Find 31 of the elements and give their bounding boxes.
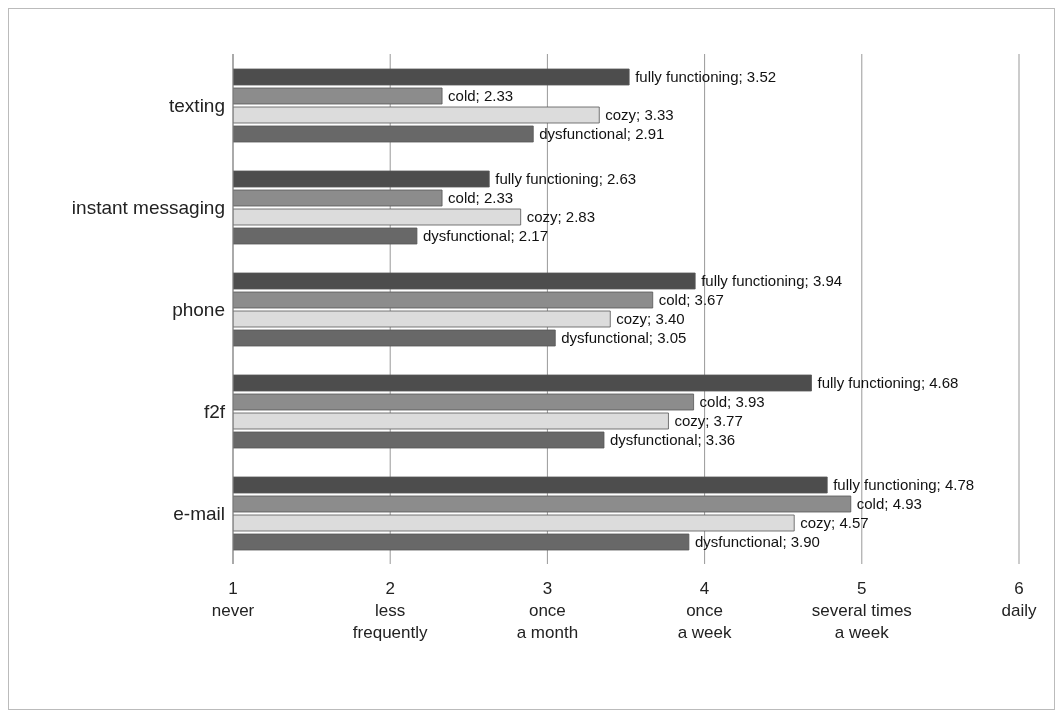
data-label: fully functioning; 3.52: [635, 68, 777, 85]
data-label: cold; 2.33: [448, 189, 514, 206]
y-tick-label: phone: [172, 298, 225, 320]
data-label: cozy; 2.83: [526, 208, 596, 225]
data-label: dysfunctional; 3.36: [609, 431, 736, 448]
data-label: cozy; 3.33: [605, 106, 674, 123]
data-label: fully functioning; 4.68: [817, 374, 959, 391]
x-tick-label: 4 once a week: [677, 579, 733, 642]
data-label: dysfunctional; 3.05: [561, 329, 687, 346]
y-tick-label: f2f: [203, 400, 226, 422]
data-label: fully functioning; 2.63: [495, 170, 637, 187]
data-label: cold; 4.93: [856, 495, 922, 512]
data-label: cold; 3.67: [658, 291, 724, 308]
y-tick-label: instant messaging: [71, 196, 225, 218]
data-label: dysfunctional; 3.90: [694, 533, 820, 550]
x-tick-label: 2 less frequently: [352, 579, 429, 642]
data-label: cozy; 3.40: [616, 310, 685, 327]
x-tick-label: 5 several times a week: [811, 579, 912, 642]
data-label: fully functioning; 3.94: [701, 272, 843, 289]
data-label: cozy; 3.77: [674, 412, 743, 429]
y-tick-label: e-mail: [173, 502, 225, 524]
y-tick-label: texting: [169, 94, 225, 116]
x-tick-label: 6 daily: [1001, 579, 1037, 620]
data-label: fully functioning; 4.78: [833, 476, 975, 493]
x-tick-label: 1 never: [211, 579, 255, 620]
data-label: cozy; 4.57: [800, 514, 869, 531]
data-label: dysfunctional; 2.91: [539, 125, 665, 142]
data-label: dysfunctional; 2.17: [422, 227, 549, 244]
x-tick-label: 3 once a month: [516, 579, 579, 642]
data-label: cold; 2.33: [448, 87, 514, 104]
data-label: cold; 3.93: [699, 393, 765, 410]
